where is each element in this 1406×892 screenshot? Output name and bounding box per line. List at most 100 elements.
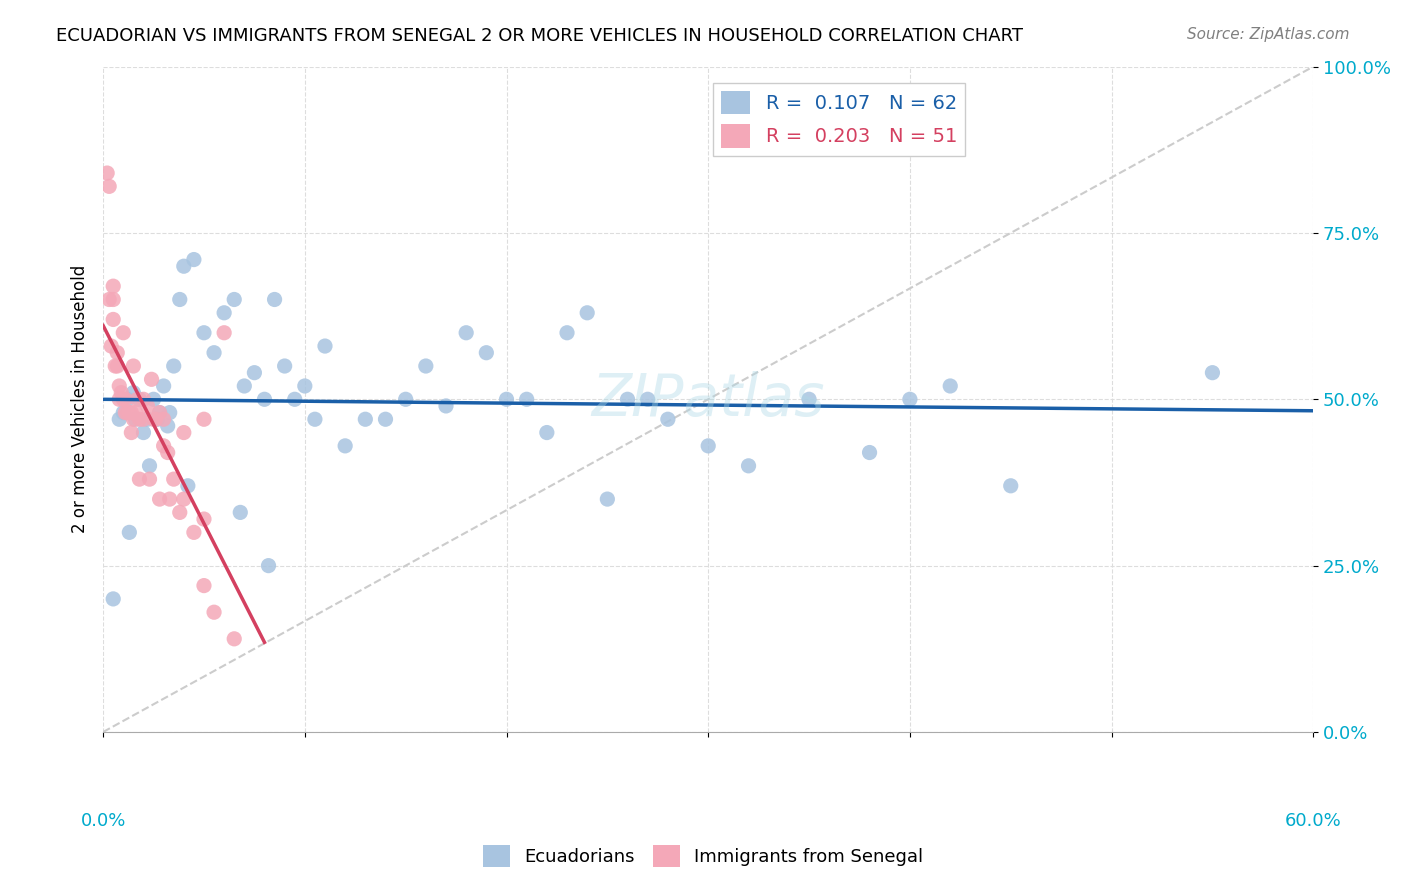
Point — [117, 392, 139, 407]
Point — [273, 359, 295, 373]
Point — [141, 372, 163, 386]
Point — [105, 359, 128, 373]
Point — [118, 406, 141, 420]
Point — [193, 578, 215, 592]
Point — [103, 293, 125, 307]
Point — [103, 312, 125, 326]
Point — [1201, 366, 1223, 380]
Point — [122, 359, 145, 373]
Text: Source: ZipAtlas.com: Source: ZipAtlas.com — [1187, 27, 1350, 42]
Point — [495, 392, 517, 407]
Y-axis label: 2 or more Vehicles in Household: 2 or more Vehicles in Household — [72, 265, 89, 533]
Point — [100, 339, 122, 353]
Point — [159, 492, 181, 507]
Point — [156, 445, 179, 459]
Point — [138, 458, 160, 473]
Point — [555, 326, 578, 340]
Point — [156, 418, 179, 433]
Point — [136, 399, 159, 413]
Point — [122, 412, 145, 426]
Text: ZIPatlas: ZIPatlas — [592, 371, 825, 428]
Point — [576, 306, 599, 320]
Point — [212, 306, 235, 320]
Point — [516, 392, 538, 407]
Point — [132, 392, 155, 407]
Point — [596, 492, 619, 507]
Point — [183, 252, 205, 267]
Point — [112, 406, 135, 420]
Point — [124, 412, 146, 426]
Point — [536, 425, 558, 440]
Point — [1000, 479, 1022, 493]
Point — [797, 392, 820, 407]
Point — [132, 412, 155, 426]
Point — [374, 412, 396, 426]
Point — [149, 406, 172, 420]
Point — [169, 293, 191, 307]
Point — [128, 412, 150, 426]
Point — [616, 392, 638, 407]
Text: ECUADORIAN VS IMMIGRANTS FROM SENEGAL 2 OR MORE VEHICLES IN HOUSEHOLD CORRELATIO: ECUADORIAN VS IMMIGRANTS FROM SENEGAL 2 … — [56, 27, 1024, 45]
Point — [169, 505, 191, 519]
Point — [159, 406, 181, 420]
Point — [697, 439, 720, 453]
Point — [152, 379, 174, 393]
Point — [103, 591, 125, 606]
Point — [117, 406, 139, 420]
Point — [177, 479, 200, 493]
Point — [98, 179, 121, 194]
Point — [120, 425, 142, 440]
Point — [114, 406, 136, 420]
Point — [127, 392, 149, 407]
Point — [98, 293, 121, 307]
Point — [104, 359, 127, 373]
Point — [657, 412, 679, 426]
Point — [128, 472, 150, 486]
Point — [224, 293, 246, 307]
Legend: Ecuadorians, Immigrants from Senegal: Ecuadorians, Immigrants from Senegal — [475, 838, 931, 874]
Point — [110, 385, 132, 400]
Point — [146, 412, 169, 426]
Point — [637, 392, 659, 407]
Point — [193, 512, 215, 526]
Point — [284, 392, 307, 407]
Point — [395, 392, 418, 407]
Point — [124, 406, 146, 420]
Point — [939, 379, 962, 393]
Point — [294, 379, 316, 393]
Point — [193, 412, 215, 426]
Text: 60.0%: 60.0% — [1285, 812, 1341, 830]
Point — [163, 359, 186, 373]
Point — [120, 406, 142, 420]
Point — [128, 392, 150, 407]
Point — [149, 492, 172, 507]
Point — [108, 412, 131, 426]
Point — [333, 439, 356, 453]
Point — [737, 458, 759, 473]
Point — [173, 425, 195, 440]
Point — [145, 412, 167, 426]
Point — [152, 412, 174, 426]
Point — [224, 632, 246, 646]
Point — [108, 392, 131, 407]
Point — [354, 412, 377, 426]
Point — [898, 392, 921, 407]
Point — [456, 326, 478, 340]
Point — [229, 505, 252, 519]
Point — [108, 379, 131, 393]
Point — [114, 392, 136, 407]
Point — [132, 425, 155, 440]
Point — [858, 445, 880, 459]
Point — [112, 392, 135, 407]
Point — [173, 259, 195, 273]
Point — [122, 385, 145, 400]
Point — [183, 525, 205, 540]
Point — [152, 439, 174, 453]
Point — [257, 558, 280, 573]
Point — [314, 339, 336, 353]
Legend: R =  0.107   N = 62, R =  0.203   N = 51: R = 0.107 N = 62, R = 0.203 N = 51 — [713, 83, 965, 156]
Point — [202, 605, 225, 619]
Point — [233, 379, 256, 393]
Point — [142, 412, 165, 426]
Point — [263, 293, 285, 307]
